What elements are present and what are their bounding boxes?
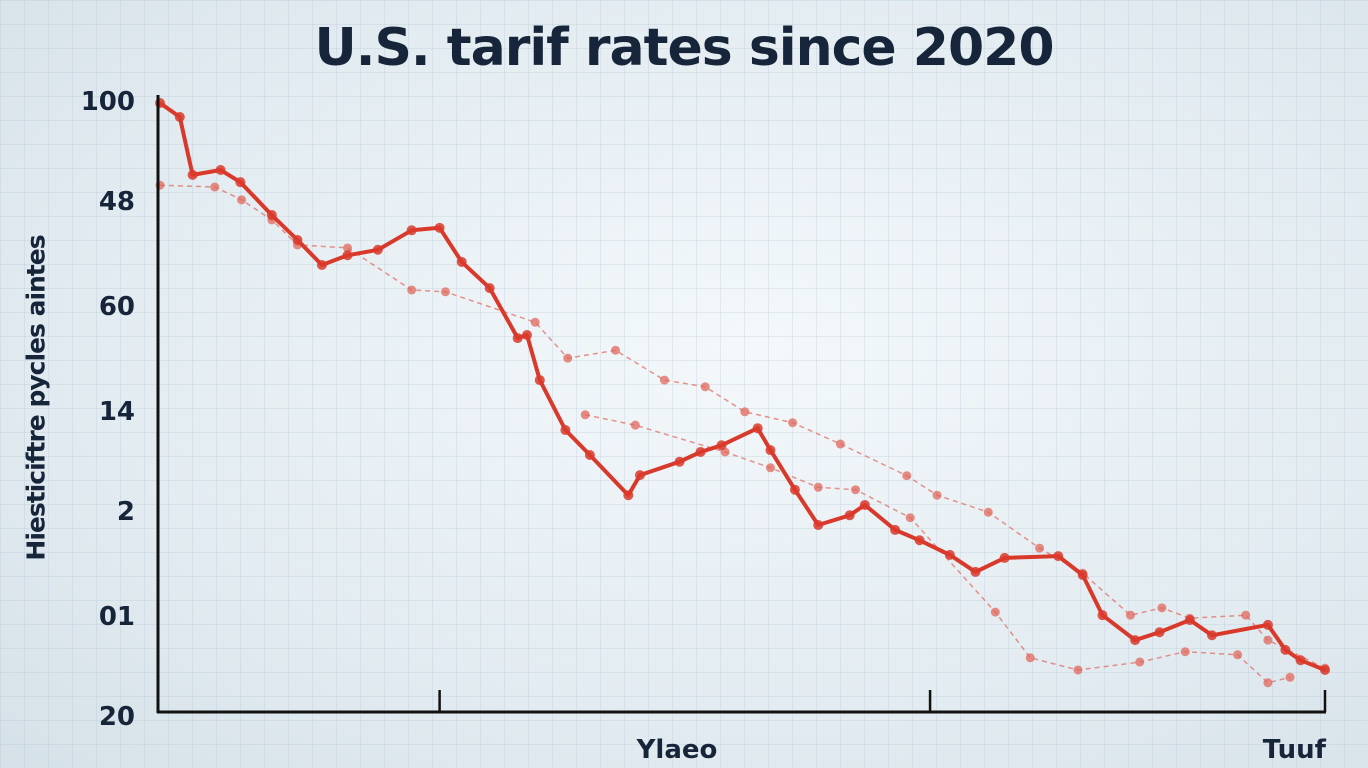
data-point-main — [999, 552, 1010, 563]
x-axis-label: Ylaeo — [636, 735, 718, 765]
data-point-main — [484, 283, 495, 294]
data-point-main — [813, 520, 824, 531]
data-point-main — [1184, 615, 1195, 626]
data-point-trend-lower — [1285, 672, 1295, 682]
data-point-main — [584, 450, 595, 461]
data-point-main — [944, 549, 955, 560]
data-point-trend-upper — [611, 345, 621, 355]
data-point-trend-upper — [932, 490, 942, 500]
data-point-main — [1053, 551, 1064, 562]
data-point-main — [970, 566, 981, 577]
data-point-main — [434, 222, 445, 233]
y-tick-label: 100 — [81, 87, 135, 117]
data-point-main — [634, 470, 645, 481]
data-point-main — [406, 225, 417, 236]
data-point-main — [695, 446, 706, 457]
data-point-main — [342, 250, 353, 261]
data-point-trend-upper — [983, 507, 993, 517]
data-point-main — [215, 164, 226, 175]
data-point-trend-upper — [902, 471, 912, 481]
data-point-trend-lower — [1233, 650, 1243, 660]
data-point-trend-lower — [1180, 647, 1190, 657]
data-point-main — [1262, 619, 1273, 630]
data-point-trend-upper — [1263, 635, 1273, 645]
data-point-main — [752, 423, 763, 434]
data-point-main — [789, 484, 800, 495]
data-point-trend-upper — [407, 285, 417, 295]
data-point-trend-upper — [530, 317, 540, 327]
series-line-trend-upper — [159, 184, 1326, 669]
data-point-trend-upper — [440, 287, 450, 297]
data-point-main — [534, 375, 545, 386]
data-point-main — [456, 256, 467, 267]
data-point-main — [512, 333, 523, 344]
data-point-trend-lower — [1263, 678, 1273, 688]
data-point-main — [1130, 635, 1141, 646]
data-point-main — [560, 425, 571, 436]
data-point-main — [674, 456, 685, 467]
series-line-main — [158, 101, 1326, 672]
data-point-trend-upper — [788, 418, 798, 428]
data-point-main — [235, 177, 246, 188]
data-point-trend-upper — [343, 243, 353, 253]
data-point-main — [1077, 569, 1088, 580]
data-point-main — [174, 112, 185, 123]
chart-title: U.S. tarif rates since 2020 — [314, 18, 1054, 78]
data-point-main — [1097, 610, 1108, 621]
data-point-main — [266, 210, 277, 221]
data-point-trend-upper — [835, 439, 845, 449]
data-point-main — [765, 445, 776, 456]
data-point-trend-lower — [1135, 657, 1145, 667]
data-point-main — [372, 244, 383, 255]
y-tick-label: 01 — [99, 602, 135, 632]
data-point-main — [914, 535, 925, 546]
data-point-main — [292, 235, 303, 246]
data-point-main — [1295, 655, 1306, 666]
data-point-trend-lower — [630, 420, 640, 430]
data-point-main — [1206, 630, 1217, 641]
data-point-trend-lower — [765, 463, 775, 473]
data-point-main — [521, 330, 532, 341]
data-point-main — [890, 524, 901, 535]
data-point-main — [623, 490, 634, 501]
data-point-trend-upper — [237, 195, 247, 205]
data-point-trend-lower — [1025, 653, 1035, 663]
data-point-main — [187, 169, 198, 180]
y-tick-label: 60 — [99, 292, 135, 322]
data-point-trend-upper — [700, 382, 710, 392]
y-tick-label: 20 — [99, 702, 135, 732]
data-point-trend-lower — [990, 607, 1000, 617]
data-point-main — [1280, 644, 1291, 655]
data-point-trend-upper — [1035, 543, 1045, 553]
data-point-trend-upper — [1125, 610, 1135, 620]
data-point-trend-lower — [813, 482, 823, 492]
data-point-main — [316, 259, 327, 270]
data-point-main — [859, 499, 870, 510]
y-tick-label: 48 — [99, 187, 135, 217]
data-point-main — [844, 510, 855, 521]
data-point-trend-upper — [1157, 603, 1167, 613]
data-point-trend-upper — [210, 182, 220, 192]
data-point-main — [1320, 664, 1330, 675]
y-tick-label: 2 — [117, 497, 135, 527]
y-tick-label: 14 — [99, 397, 135, 427]
data-point-trend-upper — [1241, 610, 1251, 620]
data-point-main — [716, 440, 727, 451]
data-point-trend-lower — [1073, 665, 1083, 675]
data-point-trend-upper — [563, 353, 573, 363]
data-point-trend-upper — [659, 375, 669, 385]
data-point-trend-lower — [580, 410, 590, 420]
x-axis-end-label: Tuuf — [1263, 735, 1327, 765]
data-point-trend-lower — [851, 485, 861, 495]
data-point-trend-upper — [740, 407, 750, 417]
data-point-trend-lower — [905, 513, 915, 523]
data-point-main — [1154, 627, 1165, 638]
